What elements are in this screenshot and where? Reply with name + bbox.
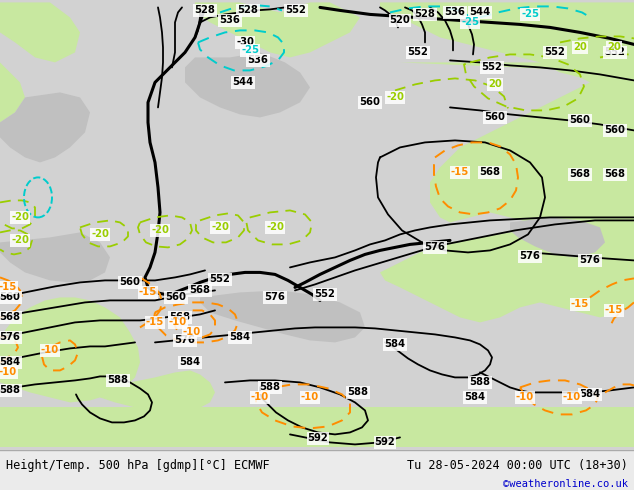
- Text: ©weatheronline.co.uk: ©weatheronline.co.uk: [503, 479, 628, 489]
- Polygon shape: [0, 407, 634, 447]
- Text: 536: 536: [219, 15, 240, 25]
- Text: Tu 28-05-2024 00:00 UTC (18+30): Tu 28-05-2024 00:00 UTC (18+30): [407, 459, 628, 471]
- Text: 552: 552: [210, 274, 230, 284]
- Text: 568: 568: [604, 170, 626, 179]
- Text: -10: -10: [169, 318, 187, 327]
- Text: 584: 584: [230, 332, 250, 343]
- Text: -10: -10: [183, 327, 201, 338]
- Text: 576: 576: [425, 243, 446, 252]
- Polygon shape: [510, 218, 605, 257]
- Text: 576: 576: [519, 251, 540, 261]
- Text: 20: 20: [573, 43, 587, 52]
- Text: 552: 552: [482, 62, 502, 73]
- Text: 576: 576: [0, 332, 20, 343]
- Text: 588: 588: [259, 382, 280, 392]
- Polygon shape: [100, 370, 215, 415]
- Text: 584: 584: [384, 340, 406, 349]
- Text: Height/Temp. 500 hPa [gdmp][°C] ECMWF: Height/Temp. 500 hPa [gdmp][°C] ECMWF: [6, 459, 270, 471]
- Text: 544: 544: [469, 7, 491, 18]
- Text: 584: 584: [465, 392, 486, 402]
- Text: 568: 568: [190, 285, 210, 295]
- Text: 588: 588: [347, 388, 368, 397]
- Text: 568: 568: [569, 170, 590, 179]
- Text: 552: 552: [314, 290, 335, 299]
- Text: -10: -10: [251, 392, 269, 402]
- Polygon shape: [0, 2, 80, 62]
- Text: 584: 584: [179, 357, 200, 368]
- Text: -20: -20: [211, 222, 229, 232]
- Text: -20: -20: [91, 229, 109, 240]
- Text: 568: 568: [0, 313, 20, 322]
- Text: 552: 552: [545, 48, 566, 57]
- Text: -25: -25: [461, 18, 479, 27]
- Text: 588: 588: [108, 375, 129, 386]
- Text: 552: 552: [408, 48, 429, 57]
- Text: 528: 528: [415, 9, 436, 20]
- Text: -15: -15: [0, 282, 17, 293]
- Text: 528: 528: [238, 5, 259, 15]
- Text: 560: 560: [569, 116, 590, 125]
- Polygon shape: [200, 291, 365, 343]
- Text: 588: 588: [0, 386, 20, 395]
- Text: 592: 592: [307, 434, 328, 443]
- Text: 552: 552: [285, 5, 306, 15]
- Polygon shape: [0, 232, 110, 282]
- Text: 560: 560: [605, 125, 625, 135]
- Text: -20: -20: [11, 212, 29, 222]
- Polygon shape: [380, 218, 634, 322]
- Text: -10: -10: [0, 368, 17, 377]
- Text: -25: -25: [521, 9, 539, 20]
- Text: 20: 20: [607, 43, 621, 52]
- Text: -15: -15: [146, 318, 164, 327]
- Text: -20: -20: [386, 93, 404, 102]
- Text: 20: 20: [488, 79, 502, 89]
- Text: 592: 592: [375, 438, 396, 447]
- Text: 536: 536: [444, 7, 465, 18]
- Polygon shape: [195, 2, 360, 57]
- Text: -15: -15: [139, 288, 157, 297]
- Text: -15: -15: [571, 299, 589, 309]
- Polygon shape: [40, 417, 65, 442]
- Polygon shape: [0, 2, 25, 122]
- Text: -10: -10: [41, 345, 59, 355]
- Polygon shape: [0, 93, 90, 162]
- Polygon shape: [185, 52, 310, 118]
- Text: -20: -20: [151, 225, 169, 235]
- Text: 536: 536: [247, 55, 268, 65]
- Text: -10: -10: [563, 392, 581, 402]
- Text: 568: 568: [479, 168, 500, 177]
- Text: 576: 576: [174, 336, 195, 345]
- Polygon shape: [380, 2, 634, 93]
- Text: -10: -10: [301, 392, 319, 402]
- Text: -15: -15: [451, 168, 469, 177]
- Text: -15: -15: [605, 305, 623, 316]
- Text: 528: 528: [195, 5, 216, 15]
- Text: 584: 584: [579, 390, 600, 399]
- Text: 520: 520: [390, 15, 410, 25]
- Text: 560: 560: [359, 98, 380, 107]
- Text: -25: -25: [241, 46, 259, 55]
- Text: 576: 576: [579, 255, 600, 266]
- Text: 552: 552: [605, 48, 625, 57]
- Polygon shape: [400, 62, 634, 257]
- Text: 588: 588: [470, 377, 491, 388]
- Text: -20: -20: [266, 222, 284, 232]
- Text: 584: 584: [0, 357, 20, 368]
- Text: 568: 568: [169, 313, 190, 322]
- Text: 576: 576: [264, 293, 285, 302]
- Text: -20: -20: [11, 235, 29, 245]
- Polygon shape: [0, 272, 140, 402]
- Text: -30: -30: [236, 37, 254, 48]
- Text: 544: 544: [233, 77, 254, 87]
- Text: 560: 560: [484, 112, 505, 122]
- Text: 560: 560: [120, 277, 141, 288]
- Text: 560: 560: [0, 293, 20, 302]
- Text: -10: -10: [516, 392, 534, 402]
- Text: 560: 560: [165, 293, 186, 302]
